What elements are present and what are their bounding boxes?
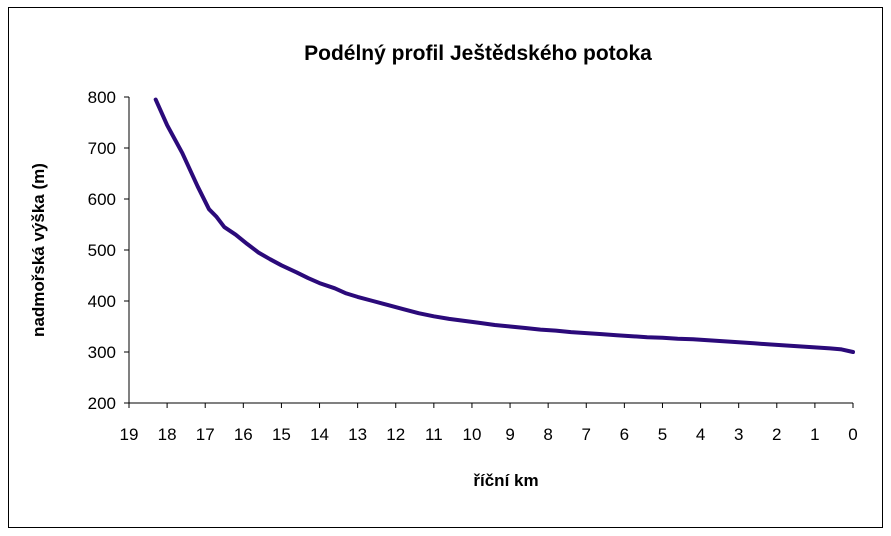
y-tick-label: 400	[88, 292, 116, 311]
series-line	[153, 97, 855, 354]
x-tick-label: 2	[772, 425, 781, 444]
x-tick-label: 19	[120, 425, 139, 444]
x-tick-label: 18	[158, 425, 177, 444]
y-tick-label: 300	[88, 343, 116, 362]
x-tick-label: 7	[582, 425, 591, 444]
chart-title: Podélný profil Ještědského potoka	[304, 42, 652, 65]
x-tick-label: 16	[234, 425, 253, 444]
x-tick-label: 0	[848, 425, 857, 444]
chart-frame	[8, 7, 883, 528]
y-tick-label: 800	[88, 88, 116, 107]
x-tick-label: 14	[310, 425, 329, 444]
x-tick-label: 3	[734, 425, 743, 444]
x-tick-label: 15	[272, 425, 291, 444]
x-tick-label: 11	[425, 425, 443, 444]
x-tick-label: 12	[386, 425, 405, 444]
axes	[128, 97, 853, 404]
y-tick-label: 200	[88, 394, 116, 413]
series	[153, 97, 855, 354]
y-tick-label: 600	[88, 190, 116, 209]
x-tick-label: 9	[505, 425, 514, 444]
x-tick-label: 6	[620, 425, 629, 444]
x-tick-label: 17	[196, 425, 215, 444]
y-tick-label: 500	[88, 241, 116, 260]
x-tick-label: 1	[810, 425, 819, 444]
x-tick-label: 8	[543, 425, 552, 444]
x-tick-label: 10	[462, 425, 481, 444]
x-axis-label: říční km	[473, 471, 538, 490]
y-tick-label: 700	[88, 139, 116, 158]
x-tick-label: 13	[348, 425, 367, 444]
x-tick-label: 5	[658, 425, 667, 444]
y-axis-label: nadmořská výška (m)	[29, 163, 48, 337]
x-tick-label: 4	[696, 425, 705, 444]
